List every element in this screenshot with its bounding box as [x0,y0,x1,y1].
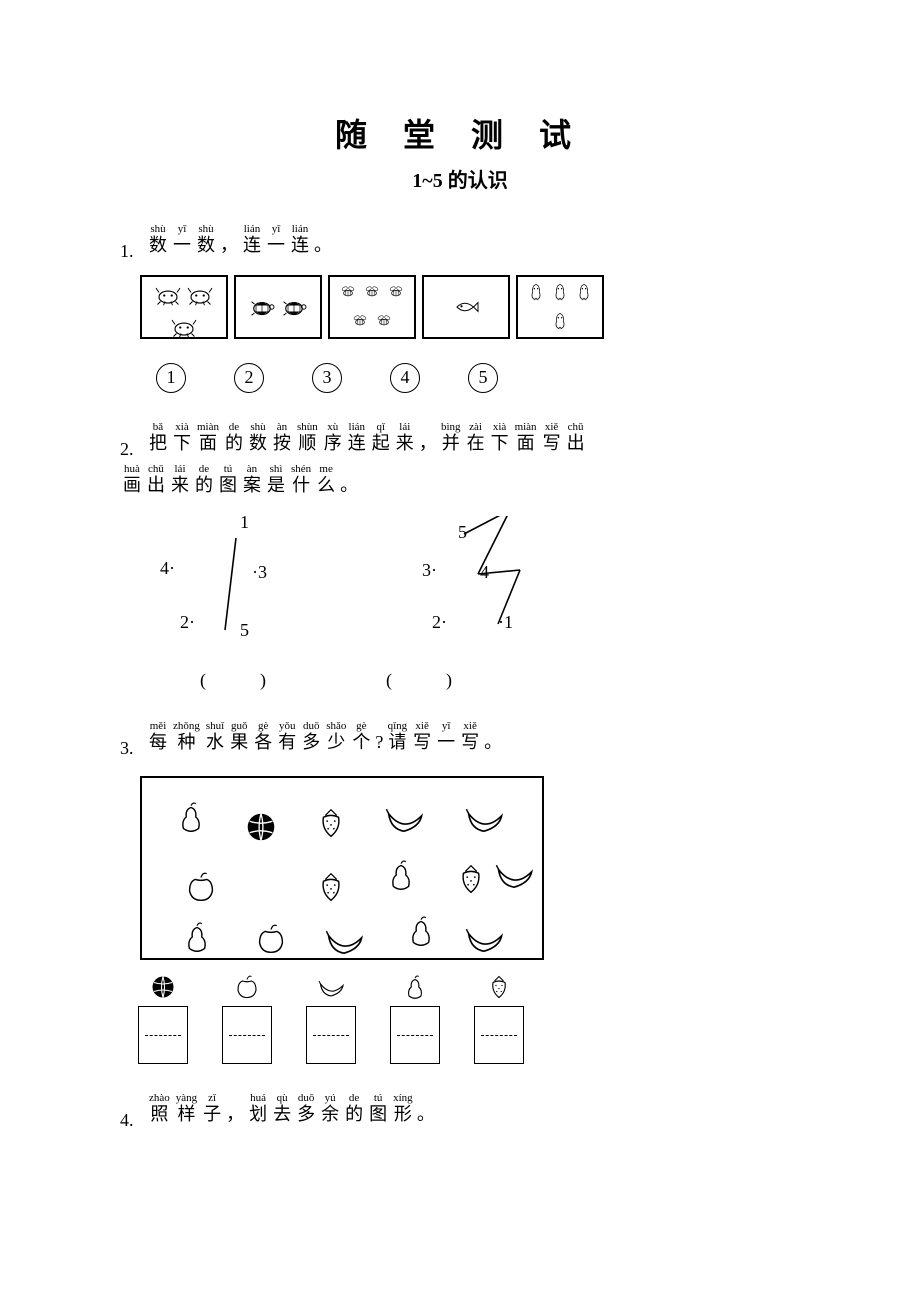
q3-answer-box-banana[interactable] [306,1006,356,1064]
q1-number: 1. [120,233,134,271]
q2-text-line2: 画huà出chū来lái的de图tú案àn是shì什shén么me。 [120,475,360,495]
q1-circled-4: 4 [390,363,420,393]
q1-circled-5: 5 [468,363,498,393]
q3-answer-watermelon [138,972,188,1064]
q3-number: 3. [120,730,134,768]
svg-text:2·: 2· [432,612,447,632]
q1-box-fish [422,275,510,339]
svg-text:5: 5 [240,620,249,640]
question-1: 1. 数shù一yī数shù，连lián一yī连lián。 1 2 3 4 5 [80,223,840,393]
q2-paren-left: ( ) [200,666,266,692]
page-subtitle: 1~5 的认识 [80,164,840,193]
q3-answer-box-watermelon[interactable] [138,1006,188,1064]
q1-number-row: 1 2 3 4 5 [156,363,840,393]
question-2: 2. 把bǎ下xià面miàn的de数shù按àn顺shùn序xù连lián起q… [80,421,840,693]
question-4: 4. 照zhào样yàng子zǐ，划huá去qù多duō余yú的de图tú形xí… [80,1092,840,1134]
q2-text-line1: 把bǎ下xià面miàn的de数shù按àn顺shùn序xù连lián起qǐ来l… [146,433,588,453]
q2-paren-right: ( ) [386,666,452,692]
q2-dot-figures: 1 ·3 4· 2· 5 5 3· 4 2· ·1 [140,516,840,666]
q3-answer-box-pear[interactable] [390,1006,440,1064]
q3-answer-pear [390,972,440,1064]
question-3: 3. 每měi种zhǒng水shuǐ果guǒ各gè有yǒu多duō少shǎo个g… [80,720,840,1064]
q2-left-figure: 1 ·3 4· 2· 5 [140,516,320,666]
svg-text:·3: ·3 [252,562,267,582]
svg-text:2·: 2· [180,612,195,632]
q1-circled-1: 1 [156,363,186,393]
page-title: 随 堂 测 试 [80,110,840,156]
q4-number: 4. [120,1102,134,1140]
q1-picture-row [140,275,840,339]
q2-right-figure: 5 3· 4 2· ·1 [380,516,560,666]
q3-answer-box-apple[interactable] [222,1006,272,1064]
svg-text:4: 4 [480,562,489,582]
svg-text:1: 1 [240,516,249,532]
svg-text:4·: 4· [160,558,175,578]
svg-text:·1: ·1 [498,612,513,632]
q3-answer-box-strawberry[interactable] [474,1006,524,1064]
q1-box-turtles [234,275,322,339]
q3-answer-strawberry [474,972,524,1064]
q4-text: 照zhào样yàng子zǐ，划huá去qù多duō余yú的de图tú形xíng。 [146,1104,437,1124]
q1-box-bees [328,275,416,339]
q3-fruit-box [140,776,544,960]
q3-answer-banana [306,972,356,1064]
q3-answer-apple [222,972,272,1064]
q1-circled-2: 2 [234,363,264,393]
q3-text: 每měi种zhǒng水shuǐ果guǒ各gè有yǒu多duō少shǎo个gè?请… [146,732,504,752]
q1-box-squid [516,275,604,339]
svg-text:5: 5 [458,522,467,542]
q3-answer-row [138,972,840,1064]
q1-circled-3: 3 [312,363,342,393]
q1-box-crabs [140,275,228,339]
svg-text:3·: 3· [422,560,437,580]
q1-text: 数shù一yī数shù，连lián一yī连lián。 [146,235,334,255]
